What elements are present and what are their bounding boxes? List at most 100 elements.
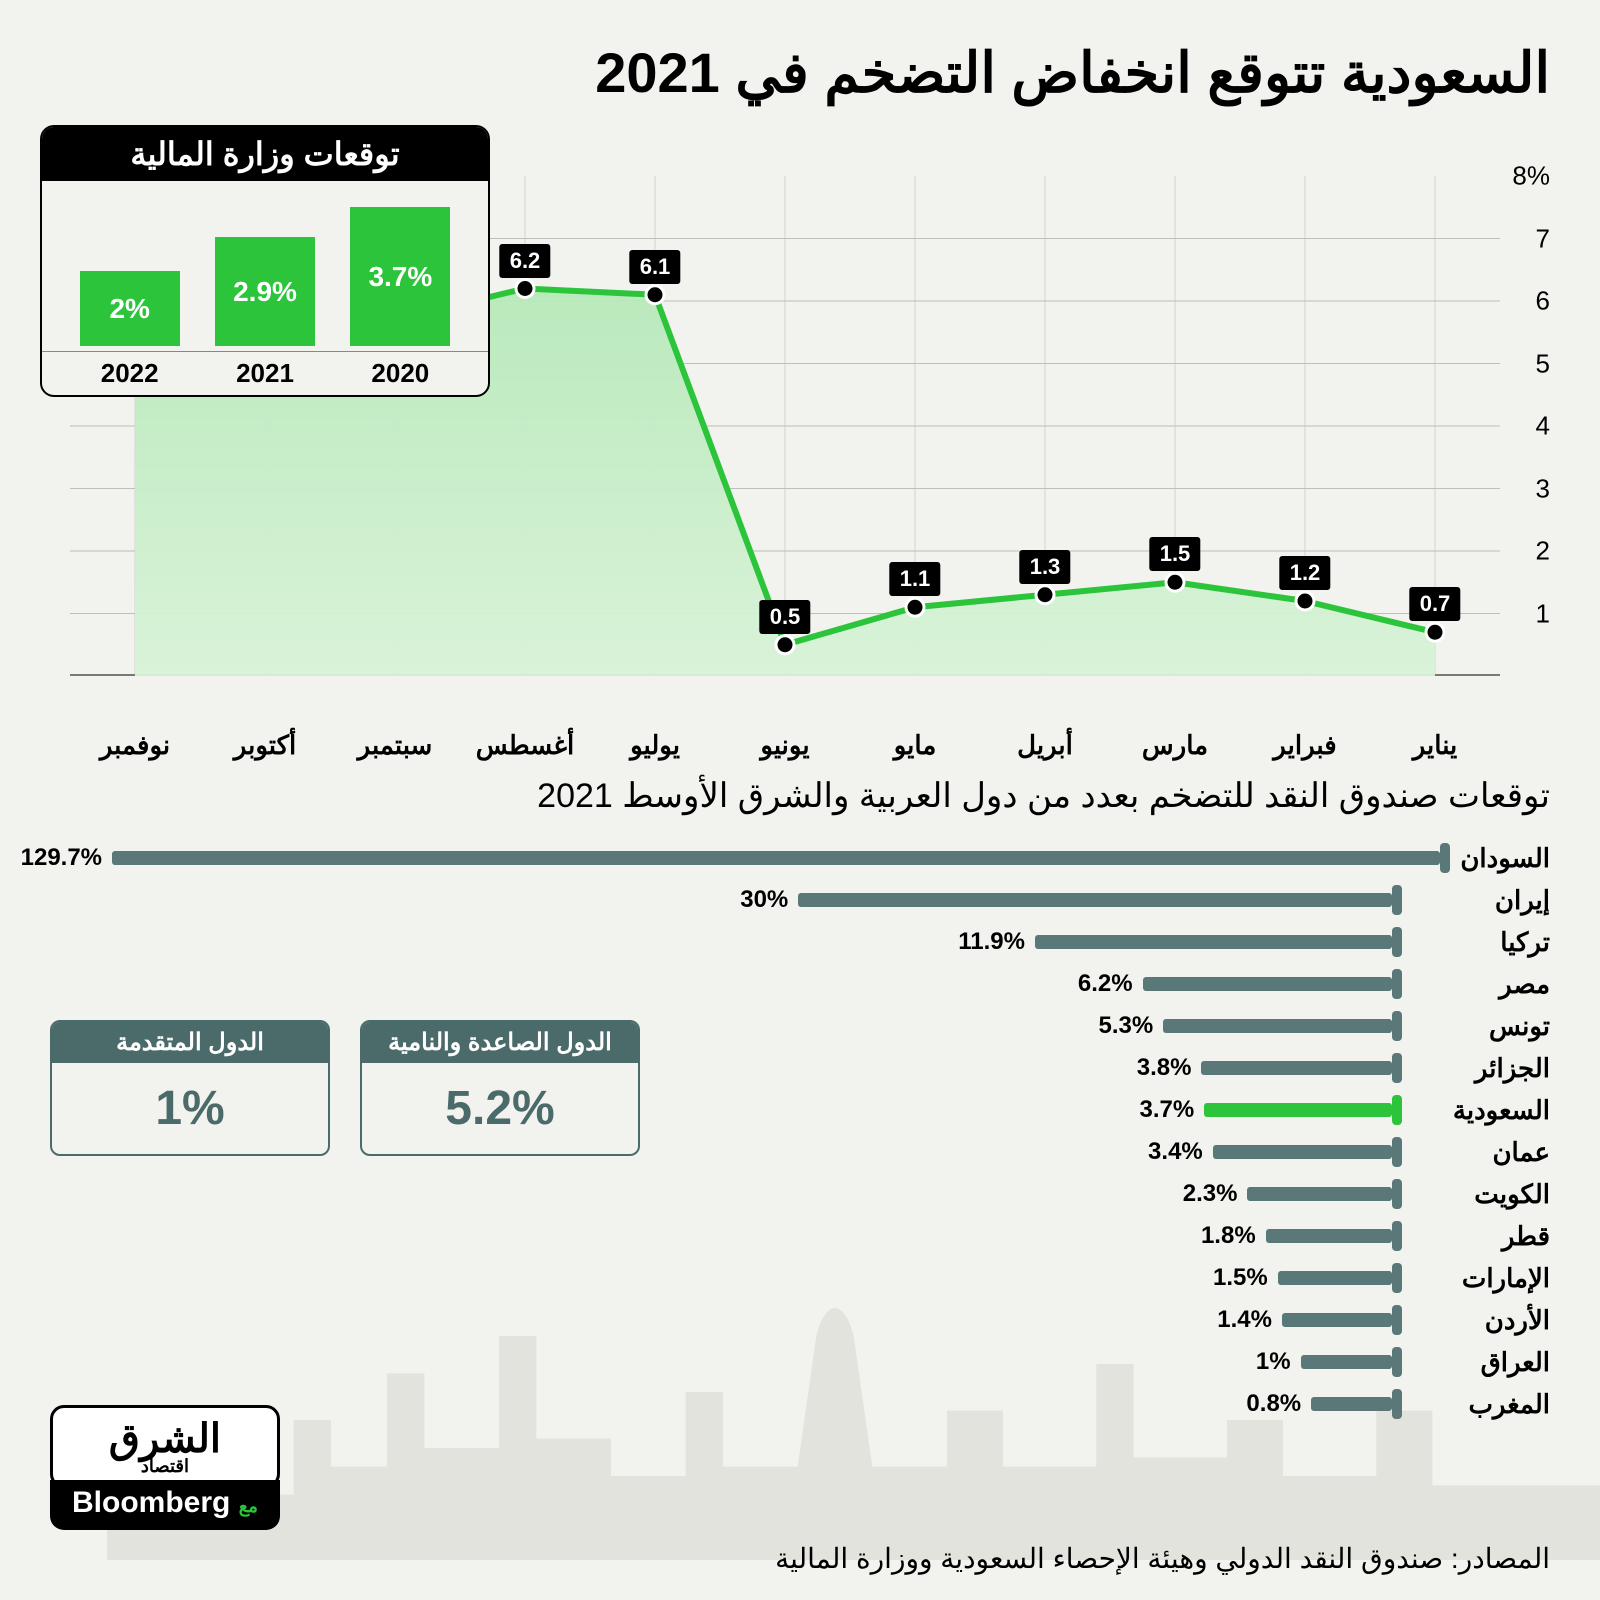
forecast-inset: توقعات وزارة المالية 3.7%2.9%2% 20202021…: [40, 125, 490, 397]
hbar-bar: [798, 893, 1392, 907]
hbar-value: 6.2%: [1078, 970, 1133, 998]
hbar-cap: [1392, 1179, 1402, 1209]
y-tick: 2: [1536, 536, 1550, 567]
stat-box-value: 1%: [52, 1063, 328, 1154]
country-label: إيران: [1400, 885, 1550, 916]
x-label: أغسطس: [460, 730, 590, 761]
country-label: السودان: [1448, 843, 1550, 874]
hbar-cap: [1392, 969, 1402, 999]
hbar-value: 2.3%: [1183, 1180, 1238, 1208]
inset-bar-col: 2%: [75, 271, 185, 346]
inset-year: 2022: [75, 358, 185, 389]
country-row: تركيا 11.9%: [50, 925, 1550, 959]
hbar-bar: [1035, 935, 1392, 949]
logo-with: مع: [239, 1496, 258, 1516]
x-label: يوليو: [590, 730, 720, 761]
hbar-value: 5.3%: [1098, 1012, 1153, 1040]
x-label: مايو: [850, 730, 980, 761]
hbar-track: 30%: [50, 885, 1400, 915]
stat-box-title: الدول المتقدمة: [52, 1022, 328, 1063]
x-label: أبريل: [980, 730, 1110, 761]
sources-text: المصادر: صندوق النقد الدولي وهيئة الإحصا…: [775, 1542, 1550, 1575]
x-label: يونيو: [720, 730, 850, 761]
x-label: سبتمبر: [330, 730, 460, 761]
country-label: الكويت: [1400, 1179, 1550, 1210]
point-label: 6.2: [500, 244, 551, 278]
skyline-bg: [107, 1280, 1600, 1560]
inset-bar-col: 2.9%: [210, 237, 320, 346]
country-row: مصر 6.2%: [50, 967, 1550, 1001]
hbar-bar: [1201, 1061, 1392, 1075]
y-tick: 7: [1536, 223, 1550, 254]
point-label: 1.2: [1280, 556, 1331, 590]
x-axis-labels: ينايرفبرايرمارسأبريلمايويونيويوليوأغسطسس…: [70, 730, 1500, 761]
country-label: السعودية: [1400, 1095, 1550, 1126]
hbar-bar: [1213, 1145, 1392, 1159]
country-label: تركيا: [1400, 927, 1550, 958]
hbar-bar: [1163, 1019, 1392, 1033]
y-tick: 1: [1536, 598, 1550, 629]
country-label: مصر: [1400, 969, 1550, 1000]
stat-box-value: 5.2%: [362, 1063, 638, 1154]
x-label: يناير: [1370, 730, 1500, 761]
hbar-bar: [1143, 977, 1392, 991]
hbar-cap: [1392, 927, 1402, 957]
hbar-value: 3.4%: [1148, 1138, 1203, 1166]
hbar-value: 129.7%: [21, 844, 102, 872]
inset-bar-col: 3.7%: [345, 207, 455, 346]
stat-box-title: الدول الصاعدة والنامية: [362, 1022, 638, 1063]
hbar-cap: [1392, 1053, 1402, 1083]
country-row: السودان129.7%: [50, 841, 1550, 875]
y-tick-unit: 8%: [1512, 161, 1550, 192]
point-label: 1.1: [890, 562, 941, 596]
hbar-bar: [1204, 1103, 1392, 1117]
logo-sub-text: اقتصاد: [75, 1456, 255, 1477]
hbar-value: 1.8%: [1201, 1222, 1256, 1250]
hbar-cap: [1392, 1137, 1402, 1167]
inset-year: 2021: [210, 358, 320, 389]
x-label: أكتوبر: [200, 730, 330, 761]
inset-year: 2020: [345, 358, 455, 389]
page-title: السعودية تتوقع انخفاض التضخم في 2021: [50, 40, 1550, 106]
logo-top-text: الشرق: [109, 1417, 221, 1461]
point-label: 6.1: [630, 250, 681, 284]
hbar-track: 6.2%: [50, 969, 1400, 999]
hbar-track: 1.8%: [50, 1221, 1400, 1251]
hbar-value: 11.9%: [958, 928, 1025, 956]
hbar-value: 30%: [740, 886, 788, 914]
country-row: إيران 30%: [50, 883, 1550, 917]
brand-logo: الشرق اقتصاد مع Bloomberg: [50, 1405, 280, 1530]
point-label: 0.5: [760, 600, 811, 634]
hbar-cap: [1392, 1095, 1402, 1125]
inset-bar: 2%: [80, 271, 180, 346]
stat-boxes: الدول الصاعدة والنامية5.2%الدول المتقدمة…: [50, 1020, 640, 1156]
country-label: الجزائر: [1400, 1053, 1550, 1084]
point-label: 1.3: [1020, 550, 1071, 584]
hbar-track: 2.3%: [50, 1179, 1400, 1209]
hbar-cap: [1392, 1221, 1402, 1251]
hbar-track: 11.9%: [50, 927, 1400, 957]
stat-box: الدول المتقدمة1%: [50, 1020, 330, 1156]
x-label: نوفمبر: [70, 730, 200, 761]
y-tick: 6: [1536, 286, 1550, 317]
inset-bar: 3.7%: [350, 207, 450, 346]
y-tick: 5: [1536, 348, 1550, 379]
country-label: قطر: [1400, 1221, 1550, 1252]
hbar-value: 3.8%: [1137, 1054, 1192, 1082]
y-tick: 4: [1536, 411, 1550, 442]
hbar-bar: [1247, 1187, 1392, 1201]
hbar-bar: [1266, 1229, 1392, 1243]
inset-bar: 2.9%: [215, 237, 315, 346]
hbar-cap: [1440, 843, 1450, 873]
country-label: عمان: [1400, 1137, 1550, 1168]
hbar-value: 3.7%: [1140, 1096, 1195, 1124]
y-tick: 3: [1536, 473, 1550, 504]
country-row: قطر 1.8%: [50, 1219, 1550, 1253]
point-label: 0.7: [1410, 587, 1461, 621]
stat-box: الدول الصاعدة والنامية5.2%: [360, 1020, 640, 1156]
x-label: مارس: [1110, 730, 1240, 761]
inset-bars: 3.7% 2.9% 2%: [42, 181, 488, 351]
imf-subtitle: توقعات صندوق النقد للتضخم بعدد من دول ال…: [50, 776, 1550, 816]
x-label: فبراير: [1240, 730, 1370, 761]
hbar-cap: [1392, 1011, 1402, 1041]
